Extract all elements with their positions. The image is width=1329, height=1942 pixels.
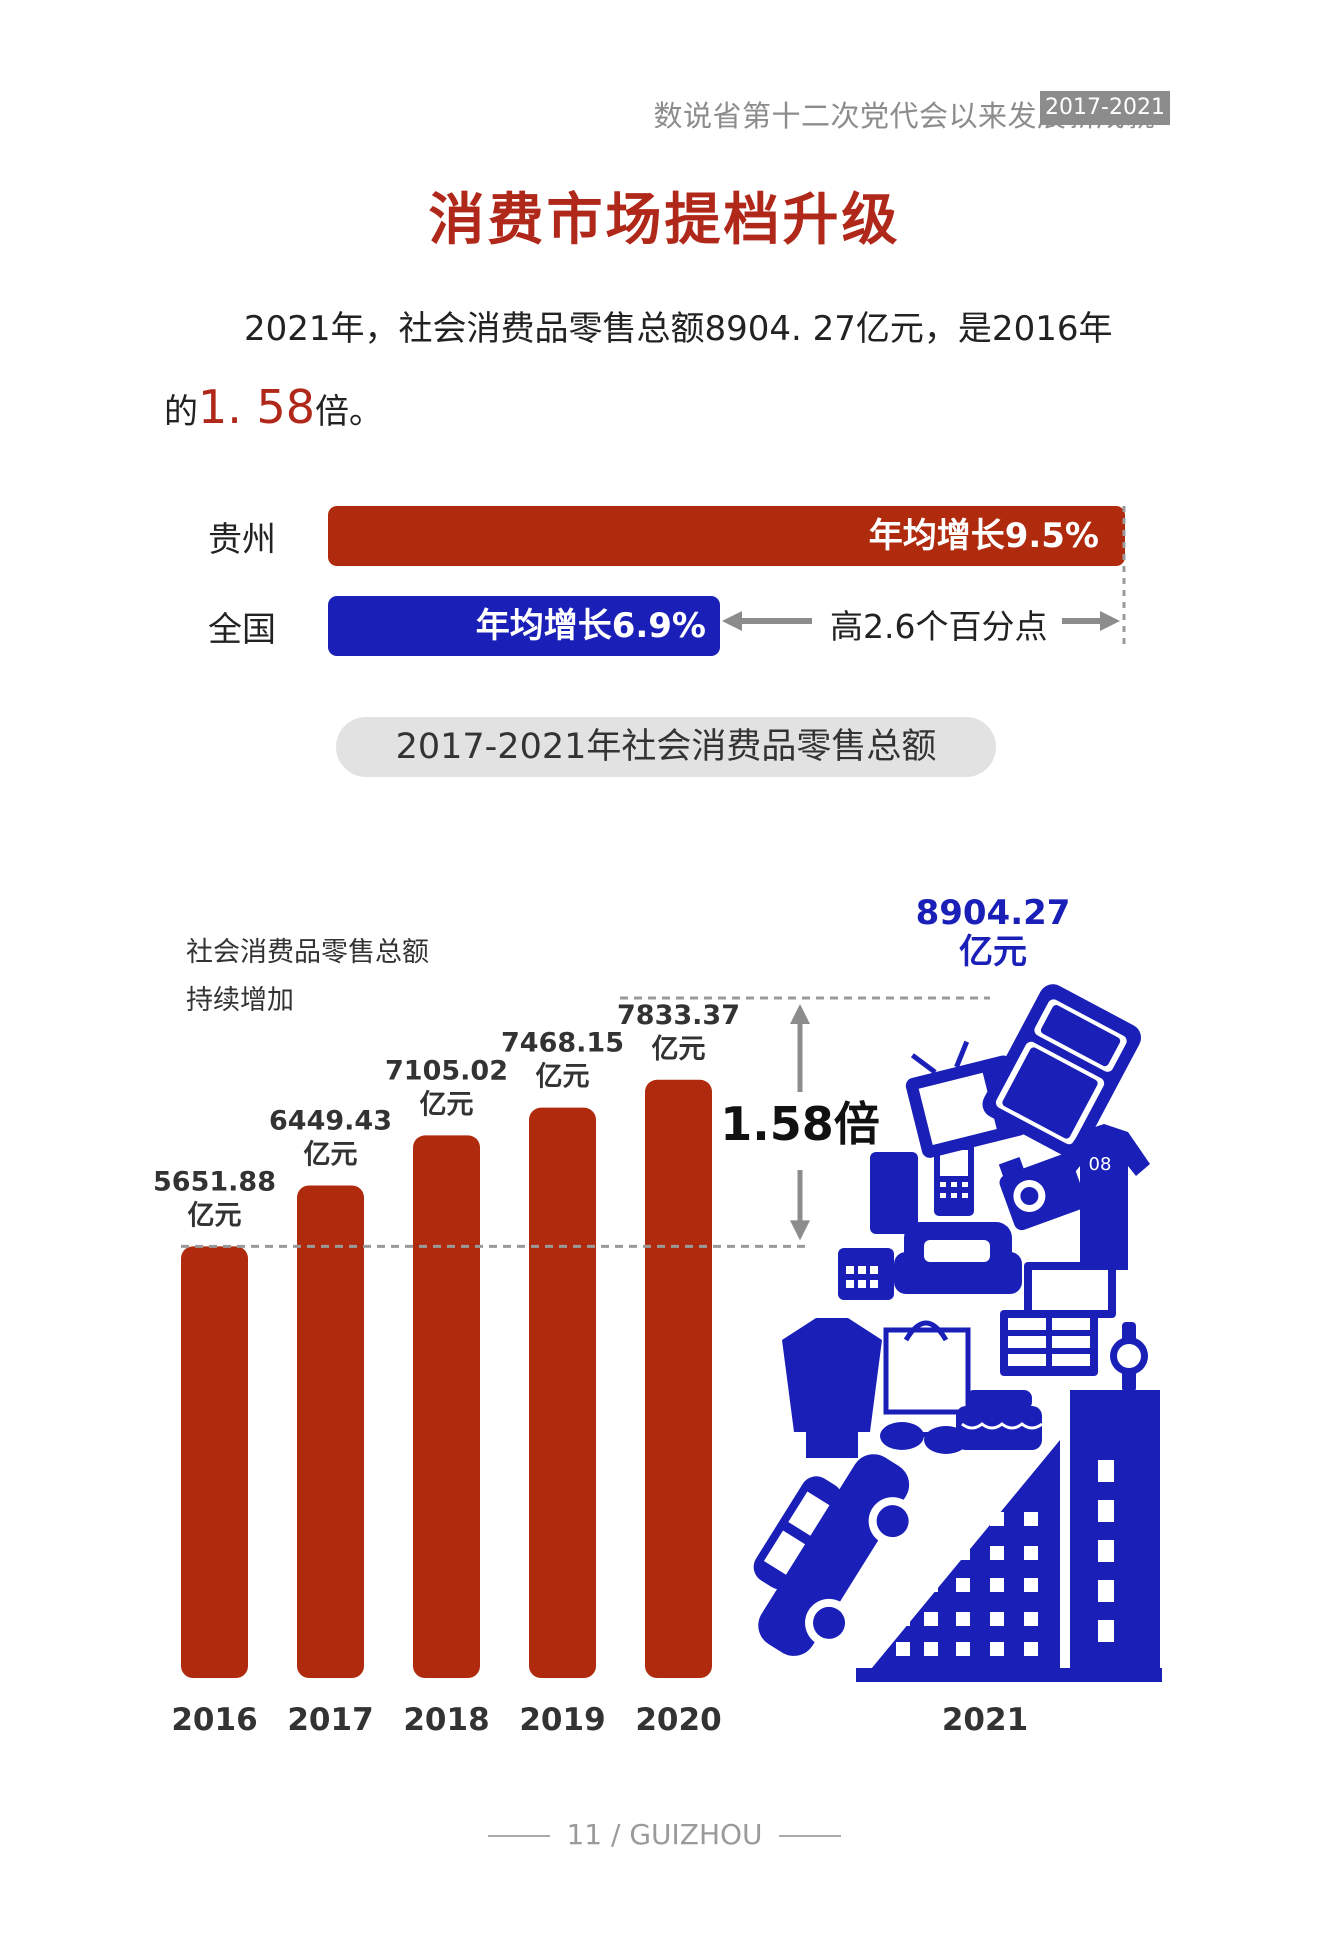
phone-icon: [934, 1140, 974, 1216]
monitor-icon: [1024, 1262, 1116, 1318]
x-tick-label-2019: 2019: [519, 1702, 605, 1738]
bar-2020: [645, 1079, 712, 1678]
highlight-unit-label: 亿元: [959, 932, 1027, 972]
intro-highlight: 1. 58: [198, 380, 316, 434]
svg-text:08: 08: [1089, 1154, 1112, 1175]
consumer-goods-illustration: 08: [753, 984, 1162, 1682]
ratio-label: 1.58倍: [720, 1097, 880, 1151]
building-icon: [856, 1390, 1162, 1682]
data-label-2018: 7105.02: [385, 1055, 508, 1086]
section-title: 2017-2021年社会消费品零售总额: [336, 717, 996, 777]
national-growth-bar: 年均增长6.9%: [328, 596, 720, 656]
intro-text-3: 倍。: [315, 392, 384, 432]
year-range-badge: 2017-2021: [1040, 91, 1170, 125]
ratio-arrow-up-icon: [790, 1004, 810, 1092]
page-footer: 11 / GUIZHOU: [0, 1818, 1329, 1851]
tablet-icon: [870, 1152, 918, 1234]
intro-text-2: 的: [164, 392, 198, 432]
car-icon: [753, 1454, 917, 1656]
x-tick-label-2021: 2021: [942, 1702, 1028, 1738]
difference-text: 高2.6个百分点: [830, 607, 1048, 646]
intro-text-1: 2021年，社会消费品零售总额8904. 27亿元，是2016年: [244, 309, 1113, 349]
bar-2016: [181, 1246, 248, 1678]
sunglasses-icon: [880, 1422, 968, 1454]
data-label-2017: 6449.43: [269, 1105, 392, 1136]
guizhou-label: 贵州: [208, 520, 276, 560]
jersey-icon: 08: [1058, 1124, 1150, 1270]
footer-text: 11 / GUIZHOU: [566, 1818, 763, 1851]
chart-note-line1: 社会消费品零售总额: [186, 937, 429, 968]
cabinet-icon: [1000, 1310, 1098, 1376]
national-label: 全国: [208, 610, 276, 650]
difference-arrows: [722, 506, 1126, 650]
guizhou-growth-text: 年均增长9.5%: [868, 516, 1099, 556]
arrow-right-icon: [1100, 611, 1120, 631]
camera-icon: [998, 1154, 1087, 1231]
clothing-icon: [782, 1318, 882, 1458]
highlight-value-label: 8904.27: [916, 893, 1071, 933]
bar-2019: [529, 1107, 596, 1678]
sofa-icon: [894, 1222, 1022, 1294]
unit-label-2016: 亿元: [188, 1200, 242, 1231]
data-label-2020: 7833.37: [617, 1000, 740, 1031]
unit-label-2017: 亿元: [304, 1139, 358, 1170]
bar-2017: [297, 1185, 364, 1678]
watch-icon: [1110, 1322, 1148, 1392]
x-tick-label-2016: 2016: [171, 1702, 257, 1738]
unit-label-2019: 亿元: [536, 1062, 590, 1093]
data-label-2019: 7468.15: [501, 1028, 624, 1059]
data-label-2016: 5651.88: [153, 1166, 276, 1197]
bar-2018: [413, 1135, 480, 1678]
ratio-arrow-down-icon: [790, 1170, 810, 1241]
guizhou-growth-bar: 年均增长9.5%: [328, 506, 1125, 566]
arrow-left-icon: [722, 611, 742, 631]
cake-icon: [956, 1390, 1043, 1450]
calendar-icon: [838, 1248, 894, 1300]
x-tick-label-2017: 2017: [287, 1702, 373, 1738]
x-tick-label-2018: 2018: [403, 1702, 489, 1738]
x-tick-label-2020: 2020: [635, 1702, 721, 1738]
unit-label-2020: 亿元: [652, 1034, 706, 1065]
refrigerator-icon: [982, 984, 1142, 1158]
shopping-bag-icon: [883, 1320, 971, 1415]
unit-label-2018: 亿元: [420, 1089, 474, 1120]
intro-paragraph: 2021年，社会消费品零售总额8904. 27亿元，是2016年 的1. 58倍…: [164, 290, 1174, 451]
chart-note-line2: 持续增加: [186, 985, 294, 1016]
page-title: 消费市场提档升级: [428, 187, 901, 253]
national-growth-text: 年均增长6.9%: [475, 606, 706, 646]
